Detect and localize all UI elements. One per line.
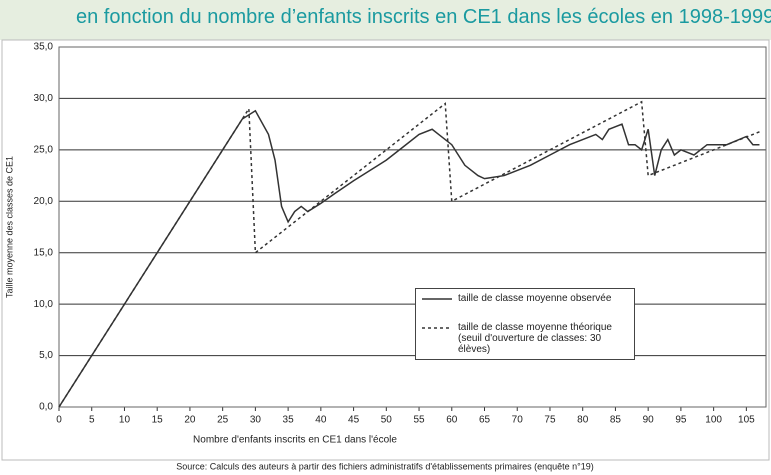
chart-frame bbox=[1, 39, 770, 461]
x-tick-label: 0 bbox=[56, 415, 62, 426]
x-tick-label: 10 bbox=[119, 415, 131, 426]
y-tick-label: 20,0 bbox=[34, 196, 54, 207]
x-tick-label: 20 bbox=[184, 415, 196, 426]
series-line bbox=[58, 109, 760, 408]
y-tick-label: 15,0 bbox=[34, 247, 54, 258]
x-tick-label: 65 bbox=[479, 415, 491, 426]
x-tick-label: 35 bbox=[283, 415, 295, 426]
series-line bbox=[58, 100, 760, 408]
legend-entry: taille de classe moyenne théorique (seui… bbox=[416, 318, 634, 359]
x-tick-label: 70 bbox=[512, 415, 524, 426]
y-tick-label: 25,0 bbox=[34, 144, 54, 155]
x-tick-label: 60 bbox=[446, 415, 458, 426]
title-band: en fonction du nombre d’enfants inscrits… bbox=[0, 0, 771, 40]
x-tick-label: 105 bbox=[738, 415, 755, 426]
legend-entry: taille de classe moyenne observée bbox=[416, 289, 634, 308]
x-tick-label: 95 bbox=[675, 415, 687, 426]
legend: taille de classe moyenne observée taille … bbox=[415, 288, 635, 360]
plot-border bbox=[58, 46, 767, 408]
x-tick-label: 25 bbox=[217, 415, 229, 426]
y-tick-label: 10,0 bbox=[34, 299, 54, 310]
x-tick-label: 30 bbox=[250, 415, 262, 426]
x-tick-label: 5 bbox=[89, 415, 95, 426]
x-tick-label: 85 bbox=[610, 415, 622, 426]
chart-title: en fonction du nombre d’enfants inscrits… bbox=[76, 6, 771, 28]
legend-label: taille de classe moyenne observée bbox=[458, 293, 612, 304]
y-tick-label: 30,0 bbox=[34, 93, 54, 104]
x-tick-label: 15 bbox=[152, 415, 164, 426]
y-tick-label: 0,0 bbox=[39, 402, 53, 413]
legend-label: taille de classe moyenne théorique (seui… bbox=[458, 322, 612, 355]
x-tick-label: 40 bbox=[315, 415, 327, 426]
x-tick-label: 55 bbox=[413, 415, 425, 426]
x-tick-label: 80 bbox=[577, 415, 589, 426]
x-tick-label: 50 bbox=[381, 415, 393, 426]
x-tick-label: 45 bbox=[348, 415, 360, 426]
legend-swatch bbox=[422, 298, 452, 300]
x-tick-label: 100 bbox=[705, 415, 722, 426]
x-axis-label: Nombre d'enfants inscrits en CE1 dans l'… bbox=[193, 435, 397, 446]
y-tick-label: 35,0 bbox=[34, 42, 54, 53]
y-axis-label: Taille moyenne des classes de CE1 bbox=[4, 156, 14, 298]
source-note: Source: Calculs des auteurs à partir des… bbox=[176, 461, 594, 471]
legend-swatch bbox=[422, 327, 452, 329]
x-tick-label: 90 bbox=[643, 415, 655, 426]
x-tick-label: 75 bbox=[544, 415, 556, 426]
y-tick-label: 5,0 bbox=[39, 350, 53, 361]
